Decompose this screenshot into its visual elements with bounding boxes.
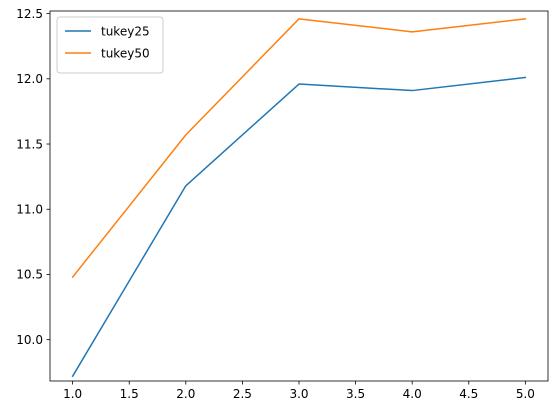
y-tick-label: 12.0 xyxy=(16,72,43,86)
y-tick-label: 10.5 xyxy=(16,268,43,282)
legend-label-tukey25: tukey25 xyxy=(101,24,150,38)
x-tick-label: 4.0 xyxy=(403,387,422,401)
y-axis: 10.0 10.5 11.0 11.5 12.0 12.5 xyxy=(16,7,50,347)
legend: tukey25 tukey50 xyxy=(56,16,164,74)
x-tick-label: 2.0 xyxy=(176,387,195,401)
legend-label-tukey50: tukey50 xyxy=(101,46,150,60)
y-tick-label: 11.0 xyxy=(16,203,43,217)
series-line-tukey25 xyxy=(71,76,527,378)
x-tick-label: 2.5 xyxy=(233,387,252,401)
x-tick-label: 3.5 xyxy=(346,387,365,401)
x-tick-label: 5.0 xyxy=(516,387,535,401)
y-tick-label: 11.5 xyxy=(16,137,43,151)
x-tick-label: 1.5 xyxy=(120,387,139,401)
series-line-tukey50 xyxy=(71,17,527,279)
x-tick-label: 4.5 xyxy=(459,387,478,401)
x-axis: 1.0 1.5 2.0 2.5 3.0 3.5 4.0 4.5 5.0 xyxy=(63,381,535,401)
y-tick-label: 12.5 xyxy=(16,7,43,21)
y-tick-label: 10.0 xyxy=(16,333,43,347)
x-tick-label: 3.0 xyxy=(289,387,308,401)
series-layer xyxy=(71,17,527,378)
x-tick-label: 1.0 xyxy=(63,387,82,401)
